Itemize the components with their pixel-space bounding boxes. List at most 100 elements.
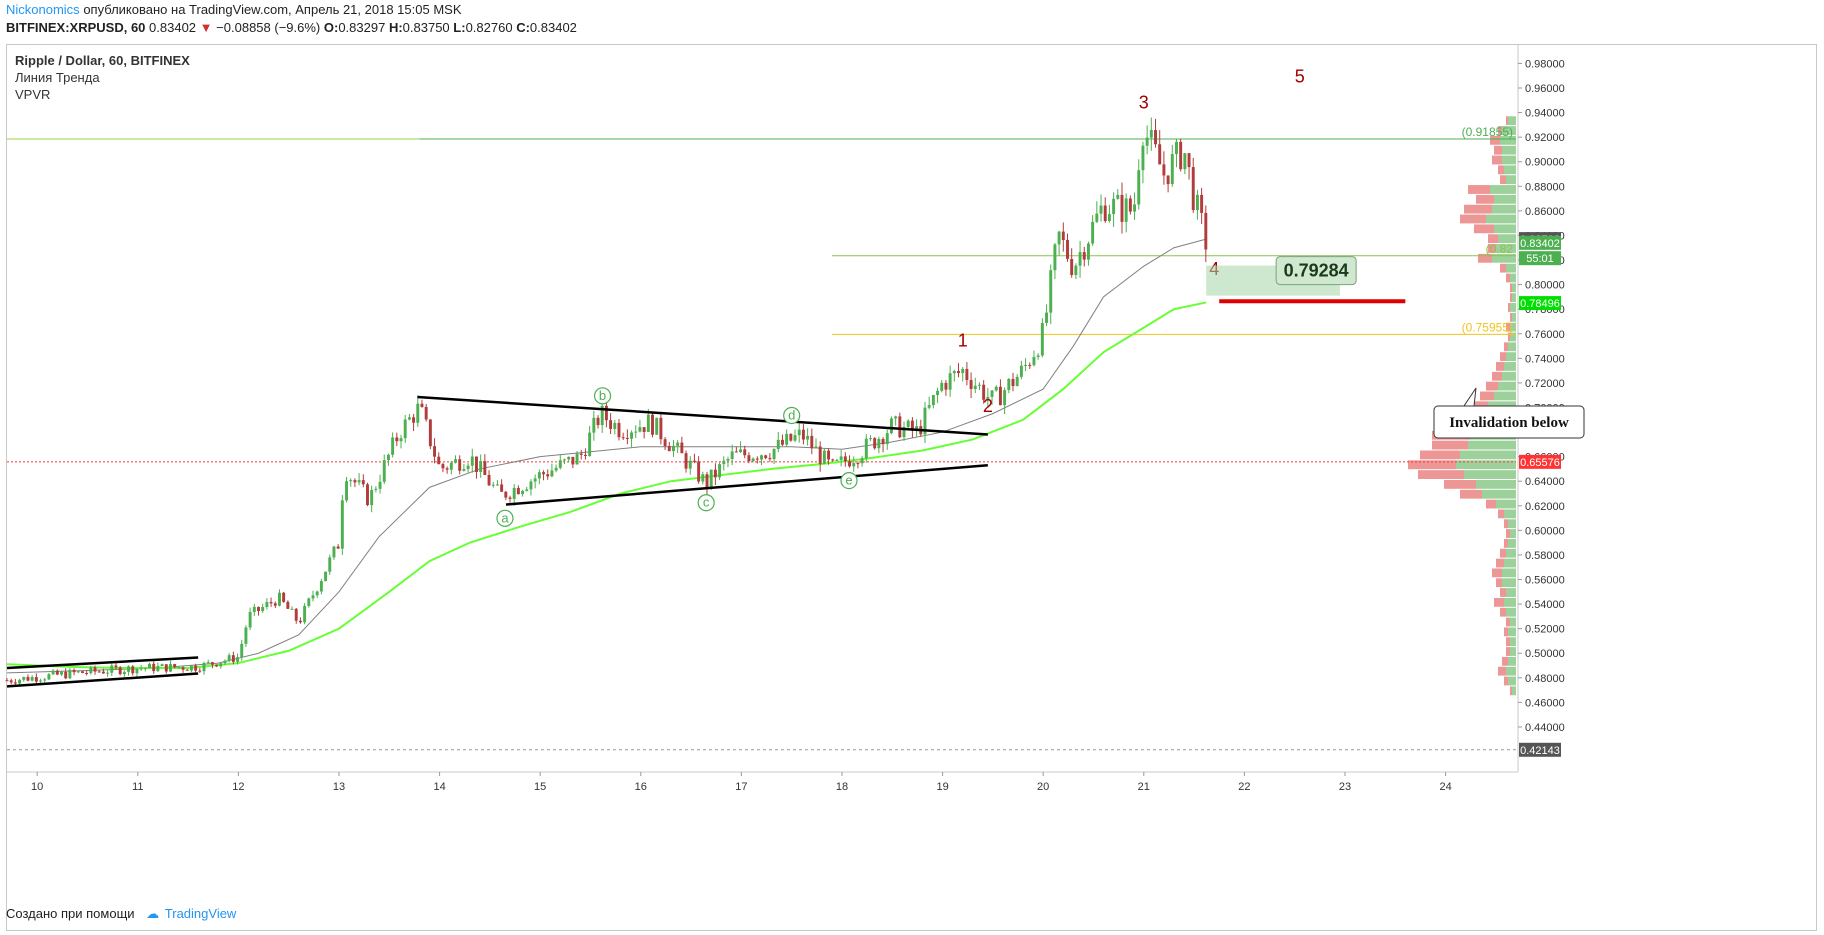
trendline[interactable] [6, 672, 199, 688]
fib-level-label: (0.91855) [1462, 125, 1513, 139]
candle-body [139, 668, 143, 670]
candle-body [1036, 355, 1040, 357]
volume-profile-bar-up [1512, 293, 1516, 303]
y-tick-label: 0.62000 [1525, 501, 1565, 513]
close-value: 0.83402 [529, 20, 577, 35]
callout-text: Invalidation below [1449, 415, 1569, 431]
candle-body [747, 455, 751, 462]
candle-body [177, 667, 181, 669]
volume-profile-bar-down [1500, 352, 1506, 362]
volume-profile-bar-up [1502, 155, 1516, 165]
wave-label-b: b [599, 388, 606, 403]
ohlc-bar: BITFINEX:XRPUSD, 60 0.83402 ▼ −0.08858 (… [6, 20, 577, 35]
candle-body [793, 435, 797, 441]
tradingview-logo-icon[interactable]: ☁ [146, 906, 160, 921]
y-tick-label: 0.96000 [1525, 83, 1565, 95]
wave-circle-b [593, 387, 612, 405]
price-change: −0.08858 (−9.6%) [216, 20, 321, 35]
candle-body [252, 606, 256, 612]
y-tick-label: 0.94000 [1525, 108, 1565, 120]
volume-profile-bar-down [1510, 293, 1512, 303]
volume-profile-bar-up [1506, 175, 1516, 185]
candle-body [563, 459, 566, 461]
volume-profile-bar-up [1492, 253, 1516, 263]
candle-body [18, 679, 22, 684]
candle-body [1170, 154, 1174, 185]
volume-profile-bar-down [1488, 244, 1496, 253]
volume-profile-bar-up [1482, 489, 1516, 499]
volume-profile-bar-down [1408, 460, 1456, 470]
trendline[interactable] [6, 656, 199, 670]
candle-body [977, 384, 981, 386]
volume-profile-bar-down [1498, 666, 1506, 676]
candle-body [651, 414, 654, 435]
candle-body [261, 607, 265, 611]
candle-body [483, 461, 487, 475]
candle-body [680, 442, 684, 454]
trendline[interactable] [505, 463, 988, 506]
author-link[interactable]: Nickonomics [6, 2, 80, 17]
candle-body [801, 429, 805, 440]
legend-trendline[interactable]: Линия Тренда [15, 70, 100, 85]
volume-profile-bar-up [1506, 352, 1516, 362]
candle-body [961, 368, 965, 374]
candle-body [856, 463, 860, 465]
candle-body [328, 557, 332, 572]
candle-body [625, 437, 629, 439]
volume-profile-bar-down [1420, 450, 1460, 460]
x-tick-label: 21 [1138, 781, 1150, 793]
tradingview-brand[interactable]: TradingView [164, 906, 237, 921]
candle-body [345, 481, 348, 501]
volume-profile-bar-down [1506, 116, 1508, 126]
volume-profile-bar-down [1486, 381, 1498, 391]
elliott-wave-2: 2 [983, 396, 993, 416]
candle-body [521, 490, 525, 495]
candle-body [5, 680, 9, 682]
candle-body [906, 420, 910, 428]
candle-body [697, 461, 701, 482]
candle-body [713, 469, 717, 478]
candle-body [839, 456, 843, 460]
candle-body [613, 422, 617, 429]
volume-profile-bar-down [1496, 558, 1504, 568]
volume-profile-bar-down [1432, 440, 1468, 450]
candle-body [609, 420, 613, 429]
candle-body [621, 437, 625, 439]
y-tick-label: 0.92000 [1525, 132, 1565, 144]
x-tick-label: 13 [333, 781, 345, 793]
x-tick-label: 23 [1339, 781, 1351, 793]
candle-body [600, 405, 604, 426]
candle-body [1053, 244, 1057, 271]
candle-body [181, 667, 185, 670]
footer: Создано при помощи ☁ TradingView [6, 906, 236, 922]
candle-body [194, 665, 198, 671]
candle-body [764, 455, 768, 459]
price-badge [1519, 296, 1561, 311]
wave-label-c: c [703, 495, 710, 510]
volume-profile-bar-up [1486, 214, 1516, 224]
candle-body [424, 406, 428, 420]
candle-body [592, 417, 596, 433]
candle-body [986, 396, 990, 400]
legend-vpvr[interactable]: VPVR [15, 87, 51, 102]
candle-body [491, 484, 495, 486]
volume-profile-bar-down [1498, 509, 1504, 519]
candle-body [80, 671, 84, 673]
candle-body [734, 451, 738, 453]
candle-body [51, 670, 55, 675]
candle-body [806, 435, 810, 440]
y-tick-label: 0.54000 [1525, 599, 1565, 611]
trendline[interactable] [417, 395, 988, 436]
candle-body [780, 439, 784, 445]
candle-body [1191, 167, 1195, 211]
fib-level-label: (0.75955) [1462, 320, 1513, 334]
candle-body [558, 460, 562, 468]
candle-body [1162, 164, 1166, 176]
candle-body [944, 382, 948, 390]
candle-body [127, 666, 131, 672]
y-tick-label: 0.52000 [1525, 624, 1565, 636]
candle-body [869, 438, 872, 440]
candle-body [1091, 221, 1095, 244]
candle-body [479, 461, 483, 472]
